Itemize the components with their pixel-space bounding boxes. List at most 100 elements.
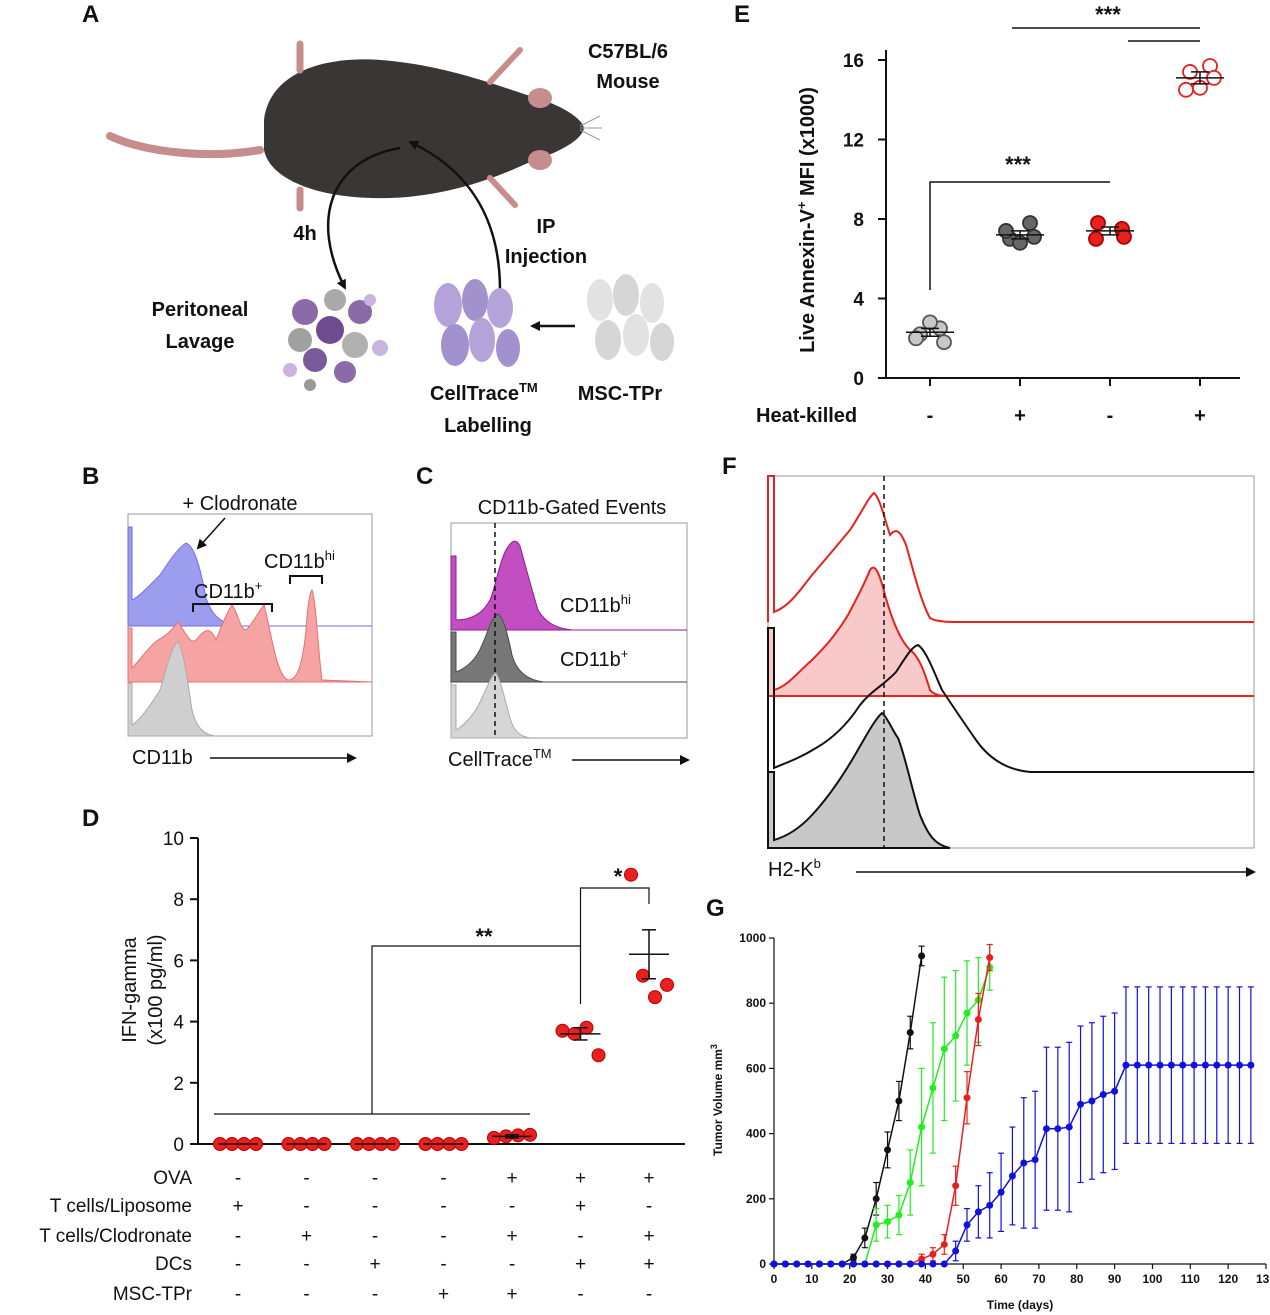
g-point-red <box>918 1255 926 1263</box>
e-y-axis-label: Live Annexin-V+ MFI (x1000) <box>794 87 819 353</box>
d-factor-sign: + <box>232 1196 243 1217</box>
d-factor-sign: - <box>235 1254 241 1275</box>
g-point-blue <box>770 1260 778 1268</box>
celltrace-label: CellTraceTM <box>430 380 538 405</box>
g-point-blue <box>1088 1097 1096 1105</box>
d-factor-label: T cells/Clodronate <box>39 1226 192 1247</box>
d-factor-label: DCs <box>155 1254 192 1275</box>
g-point-blue <box>838 1260 846 1268</box>
e-significance-2: *** <box>1095 2 1121 27</box>
d-factor-sign: - <box>372 1226 378 1247</box>
gate-cd11b-plus <box>192 603 273 612</box>
d-factor-sign: - <box>440 1168 446 1189</box>
g-point-black <box>884 1146 892 1154</box>
g-point-blue <box>1156 1061 1164 1069</box>
g-point-red <box>940 1240 948 1248</box>
g-point-blue <box>1111 1087 1119 1095</box>
g-point-blue <box>1031 1156 1039 1164</box>
histogram-f-row2 <box>767 566 1254 697</box>
g-x-tick-label: 50 <box>957 1272 971 1286</box>
g-y-tick-label: 1000 <box>739 931 766 945</box>
c-row1-label: CD11bhi <box>560 592 631 617</box>
e-factor-sign: - <box>1107 405 1114 427</box>
d-y-axis-label-2: (x100 pg/ml) <box>145 934 167 1045</box>
e-data-point <box>1026 228 1042 245</box>
g-point-green <box>963 1009 971 1017</box>
mouse-illustration <box>106 40 602 212</box>
e-data-point <box>922 314 938 331</box>
g-point-blue <box>1008 1172 1016 1180</box>
g-point-red <box>929 1250 937 1258</box>
g-point-black <box>918 952 926 960</box>
d-factor-sign: - <box>509 1254 515 1275</box>
panel-g: G 0 200 400 600 800 1000 0 10 20 30 40 50 60 70 80 90 10… <box>706 895 1270 1312</box>
g-point-blue <box>815 1260 823 1268</box>
g-point-blue <box>1077 1100 1085 1108</box>
g-point-green <box>952 1032 960 1040</box>
strain-label: C57BL/6 <box>588 41 668 63</box>
panel-b: B + Clodronate CD11b+ CD11bhi CD11b <box>82 463 373 769</box>
d-factor-sign: + <box>301 1226 312 1247</box>
g-point-blue <box>1054 1125 1062 1133</box>
d-factor-label: OVA <box>153 1168 192 1189</box>
gate-cd11b-hi-label: CD11bhi <box>264 548 335 573</box>
e-data-point <box>908 330 924 347</box>
injection-label: Injection <box>505 246 587 268</box>
d-factor-sign: - <box>440 1226 446 1247</box>
d-y-axis-label: IFN-gamma <box>119 936 141 1042</box>
g-point-green <box>940 1045 948 1053</box>
panel-e-label: E <box>734 1 750 28</box>
panel-c-label: C <box>416 463 433 490</box>
g-x-tick-label: 80 <box>1070 1272 1084 1286</box>
e-data-point <box>1116 228 1132 245</box>
g-x-tick-label: 0 <box>771 1272 778 1286</box>
g-point-blue <box>918 1260 926 1268</box>
g-point-blue <box>1167 1061 1175 1069</box>
d-factor-sign: - <box>440 1196 446 1217</box>
g-point-blue <box>986 1201 994 1209</box>
f-x-axis-label: H2-Kb <box>768 856 821 881</box>
g-point-blue <box>849 1260 857 1268</box>
panel-g-label: G <box>706 895 725 922</box>
e-data-point <box>936 334 952 351</box>
g-point-blue <box>1213 1061 1221 1069</box>
g-point-red <box>974 1016 982 1023</box>
d-data-point <box>636 968 650 983</box>
g-point-blue <box>1122 1061 1130 1069</box>
g-point-blue <box>1190 1061 1198 1069</box>
g-point-black <box>849 1253 857 1261</box>
c-title: CD11b-Gated Events <box>478 497 667 519</box>
e-data-point <box>1088 230 1104 247</box>
g-point-blue <box>1065 1123 1073 1131</box>
histogram-f-row4 <box>767 711 951 849</box>
d-factor-sign: - <box>303 1168 309 1189</box>
g-x-tick-label: 110 <box>1181 1272 1201 1286</box>
c-x-axis-label: CellTraceTM <box>448 746 552 771</box>
gate-cd11b-hi <box>289 575 323 584</box>
d-factor-sign: + <box>643 1254 654 1275</box>
clodronate-annotation: + Clodronate <box>182 493 297 515</box>
e-y-tick-label: 4 <box>853 290 864 311</box>
g-point-blue <box>872 1260 880 1268</box>
d-factor-sign: - <box>303 1254 309 1275</box>
panel-a: A C57BL/6 Mouse 4h IP Injection <box>82 1 674 437</box>
d-factor-sign: - <box>577 1226 583 1247</box>
d-factor-sign: - <box>646 1196 652 1217</box>
c-row2-label: CD11b+ <box>560 646 628 671</box>
d-factor-sign: + <box>438 1284 449 1305</box>
g-x-tick-label: 120 <box>1218 1272 1238 1286</box>
d-data-point <box>555 1023 570 1038</box>
panel-e: E 0 4 8 12 16 Live Annexin-V+ MFI (x1000) Heat… <box>734 1 1240 427</box>
histogram-f-row1 <box>767 475 1254 623</box>
gate-cd11b-plus-label: CD11b+ <box>194 578 262 603</box>
g-y-tick-label: 600 <box>746 1061 766 1075</box>
g-point-blue <box>1179 1061 1187 1069</box>
g-point-blue <box>804 1260 812 1268</box>
labelled-msc-cells <box>434 279 520 367</box>
mouse-ear-bottom <box>528 150 552 170</box>
g-point-red <box>986 954 994 962</box>
g-point-blue <box>963 1221 971 1229</box>
histogram-unstained <box>127 641 216 737</box>
d-data-point <box>523 1127 537 1142</box>
histogram-unlabelled <box>450 672 531 739</box>
